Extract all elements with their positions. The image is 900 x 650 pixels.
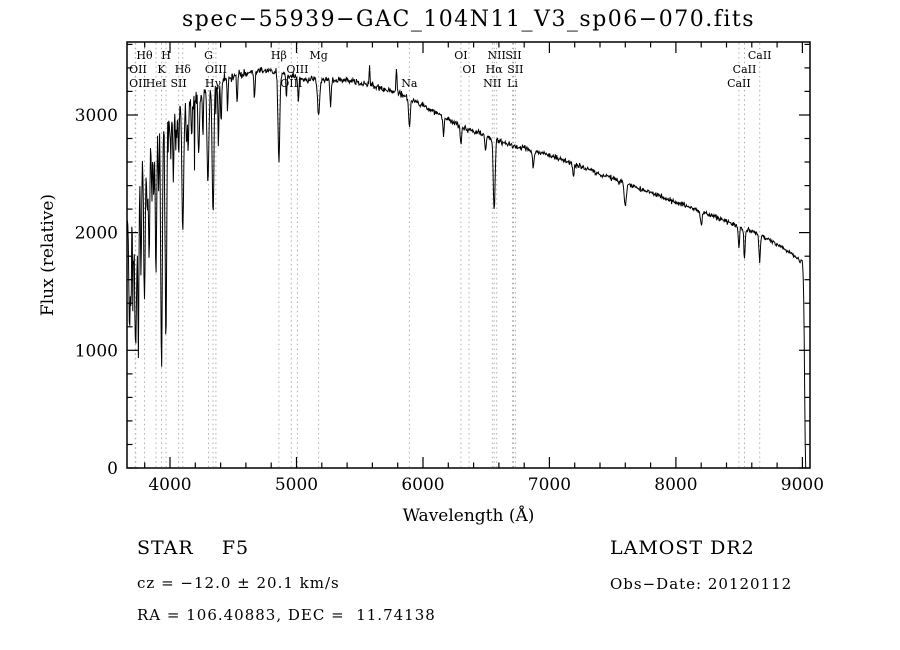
spectral-line-label: G [204,49,213,62]
y-tick-label: 0 [107,459,118,479]
spectral-line-label: Hθ [136,49,153,62]
cz-text: cz = −12.0 ± 20.1 km/s [137,574,340,592]
plot-frame [126,41,811,469]
spectral-line-label: OI [462,63,475,76]
spectral-line-label: Hγ [205,77,222,90]
spectral-line-label: Na [401,77,418,90]
spectral-line-label: HeI [146,77,166,90]
spectral-line-label: OIII [280,77,302,90]
spectral-line-label: OI [454,49,467,62]
spectral-line-label: CaII [748,49,772,62]
y-tick-label: 1000 [75,341,118,361]
spectral-line-label: OIII [286,63,308,76]
survey-text: LAMOST DR2 [610,537,755,559]
spectral-line-label: K [157,63,166,76]
x-axis-label: Wavelength (Å) [402,506,535,526]
obs-date-text: Obs−Date: 20120112 [610,575,793,593]
x-tick-label: 7000 [528,475,571,495]
y-tick-label: 2000 [75,224,118,244]
spectral-line-label: OII [129,77,147,90]
spectral-line-label: Hδ [175,63,192,76]
plot-title: spec−55939−GAC_104N11_V3_sp06−070.fits [181,7,756,32]
y-tick-label: 3000 [75,106,118,126]
spectral-line-label: Hβ [271,49,287,62]
x-tick-label: 4000 [148,475,191,495]
spectral-line-label: H [161,49,171,62]
x-tick-label: 6000 [401,475,444,495]
x-tick-label: 8000 [654,475,697,495]
spectral-line-label: SII [507,63,523,76]
spectral-line-label: Hα [486,63,504,76]
spectral-line-label: Li [507,77,518,90]
ra-dec-text: RA = 106.40883, DEC = 11.74138 [137,606,436,624]
spectral-line-label: Mg [309,49,327,62]
spectral-line-label: NII [488,49,506,62]
spectrum-line [127,65,807,468]
spectral-line-label: OII [129,63,147,76]
spectral-line-label: CaII [727,77,751,90]
spectral-line-label: OIII [205,63,227,76]
spectral-line-label: NII [483,77,501,90]
spectral-line-label: SII [170,77,186,90]
x-tick-label: 5000 [275,475,318,495]
classification-text: STAR F5 [137,537,250,559]
spectral-line-label: SII [505,49,521,62]
x-tick-label: 9000 [781,475,824,495]
spectral-line-label: CaII [733,63,757,76]
